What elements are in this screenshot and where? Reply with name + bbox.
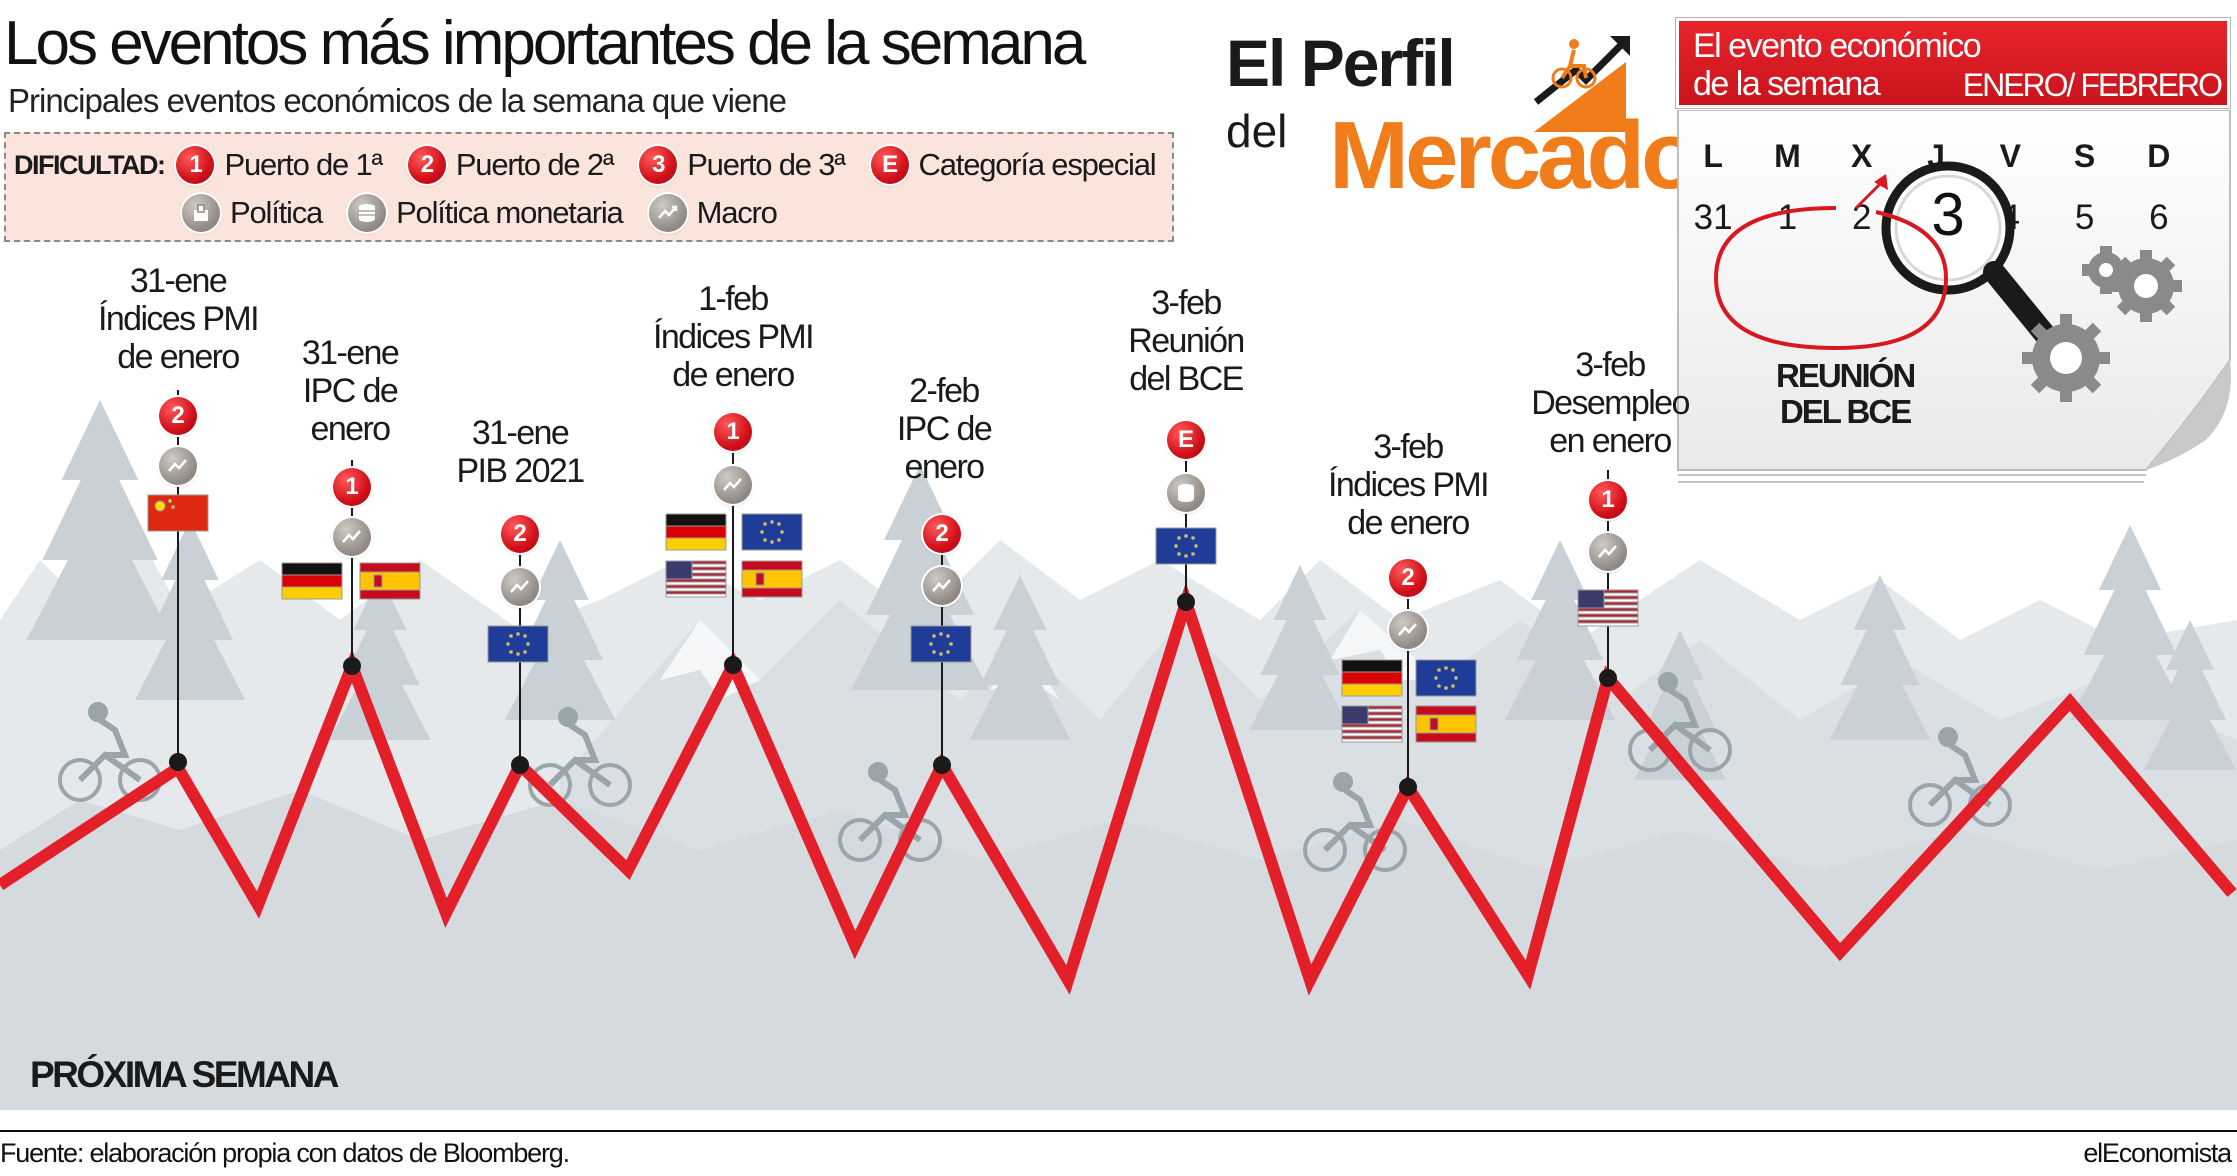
flag-spain — [1415, 705, 1477, 743]
flag-eu — [487, 625, 549, 663]
flag-spain — [359, 562, 421, 600]
legend-item-politica: Política — [182, 194, 323, 232]
event-points — [169, 593, 1617, 796]
difficulty-2-icon: 2 — [407, 146, 446, 184]
flag-usa — [1341, 705, 1403, 743]
legend-item-puerto-3: 3 Puerto de 3ª — [639, 146, 846, 184]
flag-eu — [1155, 527, 1217, 565]
difficulty-badge: 1 — [1589, 481, 1627, 519]
flag-germany — [281, 562, 343, 600]
legend-label: DIFICULTAD: — [14, 149, 166, 180]
macro-icon — [1589, 533, 1627, 571]
legend-item-especial: E Categoría especial — [870, 146, 1157, 184]
section-label: PRÓXIMA SEMANA — [30, 1054, 339, 1095]
source-note: Fuente: elaboración propia con datos de … — [0, 1138, 570, 1168]
callout-ring — [1713, 174, 1949, 351]
legend-item-puerto-2: 2 Puerto de 2ª — [407, 146, 614, 184]
event-label-8: 3-feb Desempleo en enero — [1531, 346, 1690, 460]
flag-germany — [1341, 659, 1403, 697]
publisher-credit: elEconomista — [2083, 1138, 2232, 1168]
difficulty-badge: 1 — [714, 413, 752, 451]
flag-germany — [665, 513, 727, 551]
event-label-2: 31-ene IPC de enero — [301, 334, 400, 448]
event-label-6: 3-feb Reunión del BCE — [1128, 284, 1245, 398]
flag-spain — [741, 560, 803, 598]
logo-line3: Mercado — [1329, 102, 1700, 209]
flag-usa — [665, 560, 727, 598]
difficulty-badge: 2 — [159, 397, 197, 435]
event-label-4: 1-feb Índices PMI de enero — [652, 280, 815, 394]
cyclist-icon — [528, 707, 632, 807]
macro-icon — [923, 567, 961, 605]
legend-item-politica-monetaria: Política monetaria — [348, 194, 624, 232]
cyclist-arrow-icon — [1533, 36, 1630, 132]
difficulty-badge: 2 — [923, 515, 961, 553]
flag-eu — [741, 513, 803, 551]
macro-icon — [159, 447, 197, 485]
difficulty-e-icon: E — [870, 146, 909, 184]
event-label-3: 31-ene PIB 2021 — [456, 414, 585, 490]
flag-china — [147, 494, 209, 532]
politica-icon — [182, 194, 220, 232]
difficulty-badge: 1 — [333, 468, 371, 506]
macro-icon — [333, 518, 371, 556]
el-perfil-del-mercado-logo: El Perfil del Mercado — [1226, 20, 1700, 204]
gears-icon — [2022, 246, 2182, 402]
calendar-header: El evento económico de la semana ENERO/ … — [1675, 17, 2231, 109]
legend-item-puerto-1: 1 Puerto de 1ª — [176, 146, 383, 184]
logo-line2: del — [1226, 105, 1288, 157]
event-calendar: El evento económico de la semana ENERO/ … — [1675, 17, 2232, 518]
calendar-weekdays: L M X J V S D — [1703, 138, 2171, 174]
page-subtitle: Principales eventos económicos de la sem… — [8, 82, 787, 119]
calendar-callout: REUNIÓN DEL BCE — [1776, 357, 1916, 430]
event-label-1: 31-ene Índices PMI de enero — [97, 262, 260, 376]
footer-rule — [0, 1130, 2237, 1132]
difficulty-badge: E — [1167, 421, 1205, 459]
politica-monetaria-icon — [348, 194, 387, 232]
macro-icon — [714, 466, 752, 504]
difficulty-1-icon: 1 — [176, 146, 215, 184]
highlighted-date: 3 — [1931, 181, 1965, 248]
politica-monetaria-icon — [1167, 474, 1205, 512]
event-label-7: 3-feb Índices PMI de enero — [1327, 428, 1490, 542]
event-label-5: 2-feb IPC de enero — [896, 372, 993, 486]
difficulty-legend: DIFICULTAD: 1 Puerto de 1ª 2 Puerto de 2… — [4, 132, 1174, 242]
macro-icon — [1389, 611, 1427, 649]
difficulty-3-icon: 3 — [639, 146, 678, 184]
flag-usa — [1577, 589, 1639, 627]
logo-line1: El Perfil — [1226, 26, 1456, 100]
difficulty-badge: 2 — [501, 515, 539, 553]
calendar-month: ENERO/ FEBRERO — [1962, 67, 2223, 103]
macro-icon — [501, 568, 539, 606]
legend-item-macro: Macro — [648, 194, 778, 232]
difficulty-badge: 2 — [1389, 559, 1427, 597]
flag-eu — [1415, 659, 1477, 697]
flag-eu — [910, 625, 972, 663]
page-title: Los eventos más importantes de la semana — [4, 9, 1086, 78]
macro-icon — [648, 194, 687, 232]
